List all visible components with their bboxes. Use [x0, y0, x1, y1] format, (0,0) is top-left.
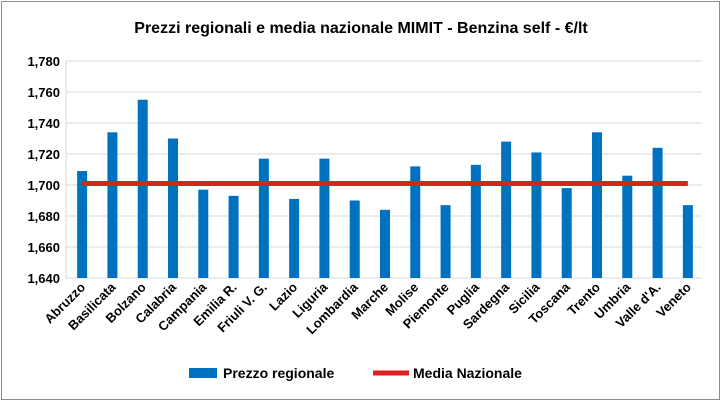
y-tick-label: 1,700 — [27, 178, 60, 193]
bar-abruzzo — [77, 171, 88, 278]
bar-molise — [410, 166, 421, 278]
bar-piemonte — [440, 205, 451, 278]
bar-sardegna — [501, 141, 512, 278]
legend-swatch-prezzo-regionale — [189, 368, 217, 378]
bar-friuli-v-g- — [258, 158, 269, 278]
y-tick-label: 1,680 — [27, 209, 60, 224]
y-tick-label: 1,720 — [27, 147, 60, 162]
chart-title: Prezzi regionali e media nazionale MIMIT… — [134, 20, 588, 37]
y-axis-ticks: 1,640 1,660 1,680 1,700 1,720 1,740 1,760 1,780 — [27, 54, 60, 286]
y-tick-label: 1,760 — [27, 85, 60, 100]
bar-umbria — [622, 175, 633, 278]
y-tick-label: 1,740 — [27, 116, 60, 131]
bar-veneto — [682, 205, 693, 278]
bar-puglia — [470, 164, 481, 278]
bar-calabria — [168, 138, 178, 278]
bar-lombardia — [349, 200, 360, 278]
legend: Prezzo regionale Media Nazionale — [189, 365, 522, 381]
bar-valle-d-a- — [652, 147, 663, 278]
bar-emilia-r- — [228, 195, 239, 278]
x-axis-ticks: AbruzzoBasilicataBolzanoCalabriaCampania… — [41, 279, 694, 337]
legend-label-prezzo-regionale: Prezzo regionale — [223, 365, 334, 381]
bar-sicilia — [531, 152, 542, 278]
bar-basilicata — [107, 132, 118, 278]
bar-marche — [380, 209, 390, 278]
legend-label-media-nazionale: Media Nazionale — [413, 365, 522, 381]
bar-liguria — [319, 158, 330, 278]
bar-lazio — [289, 198, 300, 278]
bar-toscana — [561, 188, 572, 278]
bar-trento — [592, 132, 602, 278]
y-tick-label: 1,660 — [27, 240, 60, 255]
y-tick-label: 1,640 — [27, 271, 60, 286]
y-tick-label: 1,780 — [27, 54, 60, 69]
bar-campania — [198, 189, 209, 278]
x-tick-label: Veneto — [653, 279, 694, 320]
bar-bolzano — [137, 99, 148, 278]
bar-series — [77, 99, 693, 278]
